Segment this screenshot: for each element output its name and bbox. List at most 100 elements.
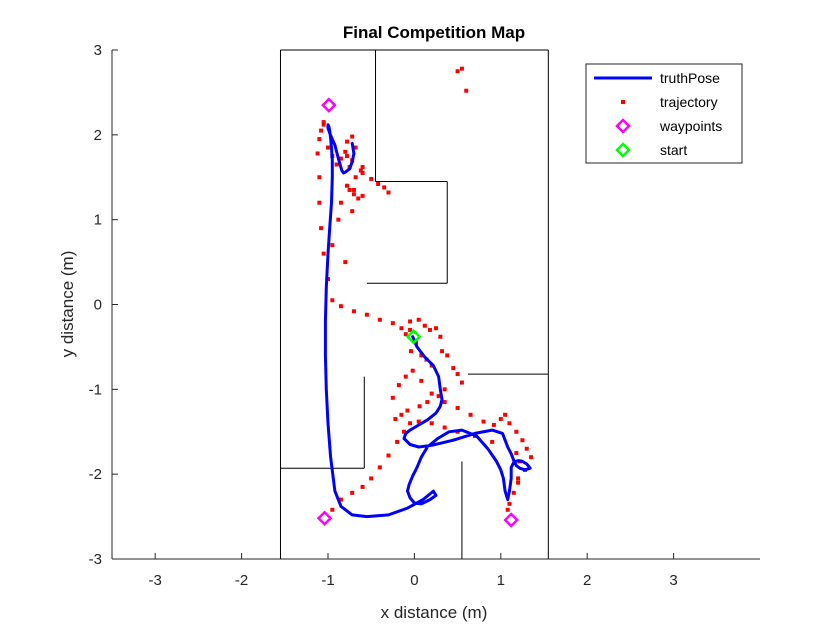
trajectory-point — [393, 417, 398, 422]
trajectory-point — [442, 400, 447, 405]
start-series — [405, 328, 422, 345]
trajectory-point — [408, 421, 413, 426]
legend-dot-swatch — [621, 100, 625, 104]
waypoint-marker — [316, 510, 333, 527]
x-tick-label: -3 — [149, 572, 162, 589]
trajectory-point — [529, 455, 534, 460]
trajectory-point — [338, 156, 343, 161]
trajectory-point — [345, 154, 350, 159]
trajectory-point — [516, 480, 521, 485]
trajectory-point — [419, 353, 424, 358]
y-tick-label: 1 — [94, 212, 102, 229]
trajectory-point — [319, 226, 324, 231]
trajectory-point — [369, 176, 374, 181]
plot-area — [279, 49, 549, 560]
trajectory-point — [386, 190, 391, 195]
trajectory-point — [429, 391, 434, 396]
trajectory-point — [416, 317, 421, 322]
trajectory-point — [396, 383, 401, 388]
trajectory-point — [382, 185, 387, 190]
trajectory-point — [343, 149, 348, 154]
trajectory-point — [464, 88, 469, 93]
trajectory-point — [403, 332, 408, 337]
x-tick-label: -2 — [235, 572, 248, 589]
legend-label: trajectory — [660, 94, 718, 110]
x-tick-label: 0 — [410, 572, 418, 589]
waypoint-marker — [321, 97, 337, 113]
trajectory-point — [442, 387, 447, 392]
trajectory-point — [334, 162, 339, 167]
trajectory-point — [422, 323, 427, 328]
trajectory-point — [353, 175, 358, 180]
x-axis-label: x distance (m) — [381, 603, 488, 622]
trajectory-point — [353, 145, 358, 150]
trajectory-point — [408, 319, 413, 324]
truthpose-line — [323, 123, 532, 519]
trajectory-point — [330, 507, 335, 512]
trajectory-point — [369, 476, 374, 481]
legend-box — [585, 63, 743, 164]
trajectory-point — [408, 327, 413, 332]
trajectory-point — [438, 334, 443, 339]
trajectory-point — [345, 139, 350, 144]
y-axis-ticks: -3 -2 -1 0 1 2 3 — [89, 42, 118, 568]
trajectory-point — [442, 425, 447, 430]
trajectory-point — [468, 412, 473, 417]
legend-items: truthPose trajectory waypoints start — [594, 70, 722, 158]
trajectory-point — [326, 145, 330, 150]
trajectory-point — [321, 122, 326, 127]
trajectory-point — [436, 394, 441, 399]
trajectory-point — [377, 465, 382, 470]
x-tick-label: -1 — [321, 572, 334, 589]
trajectory-point — [386, 453, 391, 458]
trajectory-point — [360, 165, 365, 170]
trajectory-point — [417, 404, 422, 409]
trajectory-point — [440, 349, 445, 354]
trajectory-point — [405, 408, 410, 413]
trajectory-point — [376, 182, 381, 187]
axes: -3 -2 -1 0 1 2 3 -3 -2 -1 0 1 2 3 — [89, 42, 760, 589]
trajectory-point — [390, 395, 395, 400]
trajectory-point — [399, 412, 404, 417]
trajectory-point — [358, 168, 363, 173]
trajectory-point — [429, 421, 434, 426]
trajectory-point — [514, 429, 519, 434]
x-tick-label: 3 — [669, 572, 677, 589]
y-tick-label: -3 — [89, 551, 102, 568]
trajectory-point — [338, 497, 343, 502]
trajectory-point — [351, 187, 356, 192]
trajectory-point — [507, 501, 512, 506]
trajectory-point — [520, 438, 525, 443]
trajectory-point — [321, 120, 326, 125]
trajectory-point — [338, 200, 343, 205]
trajectory-point — [503, 412, 508, 417]
trajectory-point — [321, 251, 326, 256]
trajectory-point — [330, 243, 335, 248]
legend-label: truthPose — [660, 70, 720, 86]
trajectory-point — [459, 66, 464, 71]
trajectory-point — [427, 327, 432, 332]
trajectory-point — [330, 298, 335, 303]
trajectory-point — [498, 417, 503, 422]
trajectory-point — [317, 200, 322, 205]
trajectory-point — [459, 380, 464, 385]
trajectory-point — [491, 422, 496, 427]
trajectory-point — [516, 476, 521, 481]
trajectory-point — [360, 171, 365, 176]
trajectory-point — [505, 507, 510, 512]
trajectory-point — [319, 128, 324, 133]
trajectory-point — [445, 353, 450, 358]
y-tick-label: 3 — [94, 42, 102, 59]
trajectory-point — [402, 429, 407, 434]
trajectory-point — [455, 69, 460, 74]
trajectory-point — [403, 374, 408, 379]
legend-label: waypoints — [659, 118, 722, 134]
trajectory-point — [425, 400, 430, 405]
y-tick-label: -1 — [89, 381, 102, 398]
trajectory-point — [345, 183, 350, 188]
waypoint-marker — [503, 512, 519, 528]
trajectory-point — [350, 134, 355, 139]
trajectory-point — [336, 217, 341, 222]
truthpose-series — [323, 123, 532, 519]
